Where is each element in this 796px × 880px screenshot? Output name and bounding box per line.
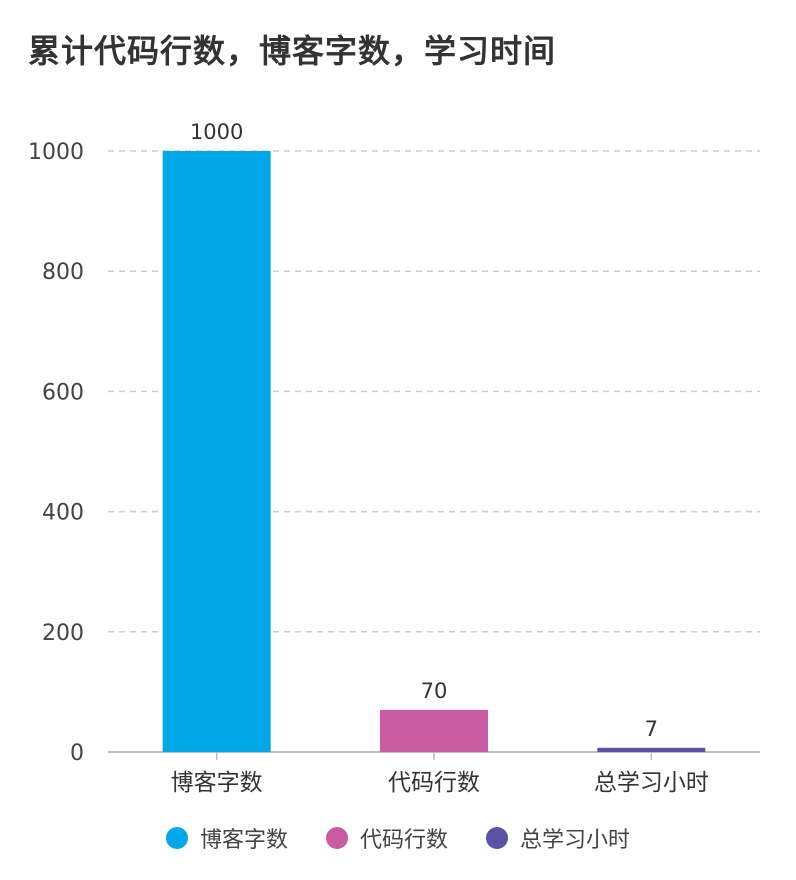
legend: 博客字数 代码行数 总学习小时 (0, 822, 796, 854)
legend-label: 博客字数 (199, 828, 288, 853)
bar (380, 709, 488, 752)
legend-marker-icon (165, 827, 188, 849)
x-category-label: 博客字数 (171, 770, 263, 796)
data-label: 7 (645, 717, 658, 741)
x-category-label: 总学习小时 (594, 770, 709, 796)
y-tick-label: 200 (42, 621, 84, 646)
bar (162, 151, 271, 752)
data-label: 70 (421, 679, 448, 703)
legend-marker-icon (325, 827, 348, 849)
legend-item[interactable]: 博客字数 (165, 822, 288, 854)
y-tick-label: 1000 (28, 140, 84, 165)
legend-label: 代码行数 (359, 828, 448, 853)
y-tick-label: 600 (42, 380, 84, 405)
legend-item[interactable]: 总学习小时 (486, 822, 630, 854)
bar (597, 747, 706, 752)
data-label: 1000 (190, 120, 243, 144)
x-category-label: 代码行数 (388, 770, 480, 796)
legend-item[interactable]: 代码行数 (325, 822, 448, 854)
legend-marker-icon (486, 827, 508, 849)
chart-title: 累计代码行数，博客字数，学习时间 (28, 32, 557, 70)
y-tick-label: 400 (42, 501, 84, 526)
y-tick-label: 800 (42, 260, 84, 285)
y-tick-label: 0 (70, 741, 84, 766)
legend-label: 总学习小时 (520, 828, 631, 853)
